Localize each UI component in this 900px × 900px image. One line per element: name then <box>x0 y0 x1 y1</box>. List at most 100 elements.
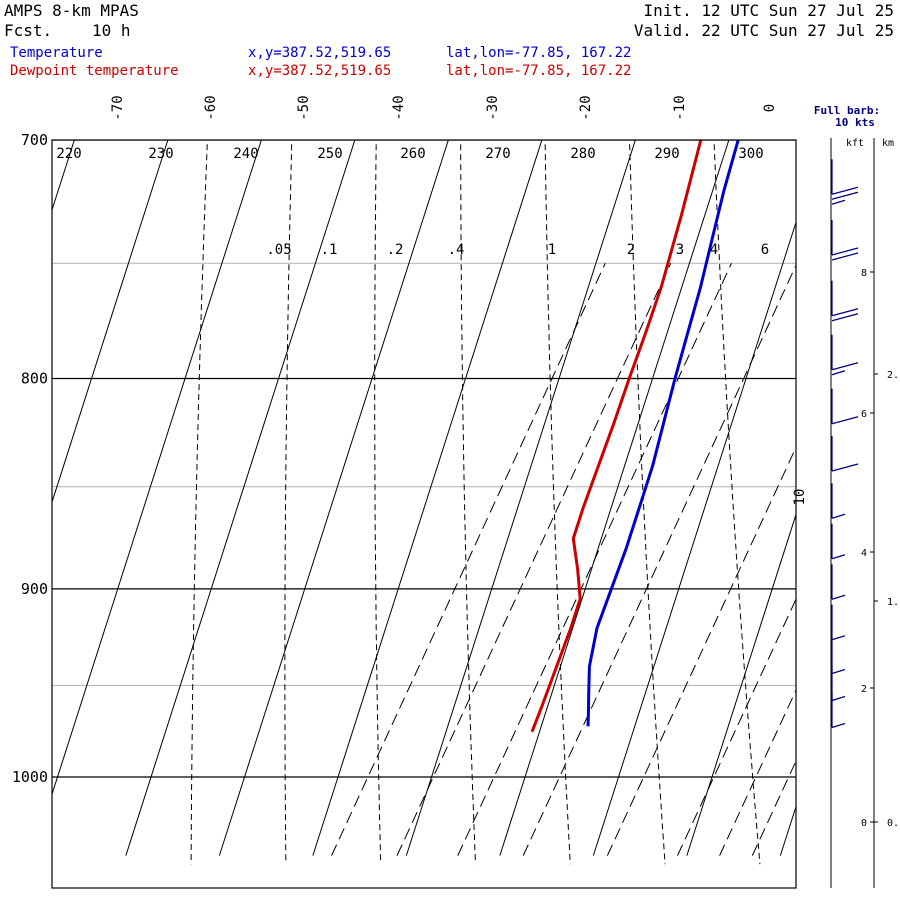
pressure-tick-label: 900 <box>21 580 48 598</box>
wind-barb-flag <box>831 191 859 200</box>
isotherm-label: -50 <box>296 95 312 120</box>
wind-barb-flag <box>831 313 859 322</box>
dry-adiabat-line <box>881 114 900 864</box>
isotherm-label: -60 <box>203 95 219 120</box>
wind-barb <box>831 523 846 560</box>
isotherm-label: -10 <box>672 95 688 120</box>
dry-adiabat-label: 290 <box>654 146 679 162</box>
wind-barb <box>831 564 846 600</box>
isotherm-line <box>405 140 636 856</box>
wind-barb <box>831 692 846 729</box>
isotherm-label: 0 <box>762 104 778 112</box>
dry-adiabat-label: 270 <box>485 146 510 162</box>
mixing-ratio-line <box>804 263 900 855</box>
dry-adiabat-label: 220 <box>56 146 81 162</box>
mixing-ratio-line <box>457 263 732 856</box>
mixing-ratio-line <box>719 689 796 856</box>
plot-frame <box>51 139 797 889</box>
isotherm-line <box>312 140 543 856</box>
dry-adiabat-label: 240 <box>233 146 258 162</box>
dry-adiabat-line <box>374 140 382 865</box>
mixing-ratio-line <box>396 263 672 856</box>
wind-barb-half-flag <box>831 199 846 205</box>
legend-dewpoint-latlon: lat,lon=-77.85, 167.22 <box>446 63 632 79</box>
isotherm-label: 10 <box>792 489 808 506</box>
mixing-ratio-line <box>751 759 796 856</box>
isotherm-line <box>592 220 796 856</box>
wind-barb <box>831 638 846 675</box>
plot-area <box>52 114 900 865</box>
isotherm-line <box>125 140 356 856</box>
isotherm-label: -20 <box>578 95 594 120</box>
isotherm-line <box>52 140 169 504</box>
dewpoint-profile-line <box>530 140 703 733</box>
km-tick-label: 0. <box>887 818 899 829</box>
forecast-label: Fcst. <box>4 21 53 40</box>
wind-barb <box>831 388 859 425</box>
init-time: Init. 12 UTC Sun 27 Jul 25 <box>643 1 894 20</box>
dry-adiabat-label: 250 <box>317 146 342 162</box>
dry-adiabat-label: 280 <box>570 146 595 162</box>
isotherm-label: -40 <box>391 95 407 120</box>
wind-barb-flag <box>831 247 859 256</box>
mixing-ratio-line <box>522 264 796 856</box>
wind-barb <box>831 280 859 322</box>
dry-adiabat-label: 230 <box>148 146 173 162</box>
isotherm-line <box>218 140 449 856</box>
dry-adiabat-label: 260 <box>400 146 425 162</box>
dry-adiabat-line <box>460 140 476 865</box>
pressure-tick-label: 700 <box>21 131 48 149</box>
mixing-ratio-label: .4 <box>448 242 465 258</box>
wind-barb-flag <box>831 416 859 425</box>
full-barb-subtitle: 10 kts <box>835 116 875 129</box>
isotherm-line <box>52 140 75 212</box>
wind-barb-half-flag <box>831 722 846 729</box>
legend-temperature-xy: x,y=387.52,519.65 <box>248 45 392 61</box>
legend-dewpoint-xy: x,y=387.52,519.65 <box>248 63 392 79</box>
forecast-hour: 10 h <box>92 21 131 40</box>
mixing-ratio-label: .1 <box>321 242 338 258</box>
dry-adiabat-line <box>284 140 293 865</box>
mixing-ratio-label: 6 <box>761 242 769 258</box>
dry-adiabat-line <box>544 140 571 865</box>
km-tick-label: 1. <box>887 597 899 608</box>
pressure-tick-label: 1000 <box>12 768 48 786</box>
dry-adiabat-line <box>190 140 208 865</box>
mixing-ratio-line <box>677 597 796 856</box>
legend-temperature-latlon: lat,lon=-77.85, 167.22 <box>446 45 632 61</box>
wind-barb <box>831 436 859 472</box>
isotherm-label: -70 <box>110 95 126 120</box>
legend-dewpoint-name: Dewpoint temperature <box>10 63 179 79</box>
valid-time: Valid. 22 UTC Sun 27 Jul 25 <box>633 21 894 40</box>
kft-tick-label: 8 <box>861 268 867 279</box>
kft-tick-label: 0 <box>861 818 867 829</box>
mixing-ratio-label: 3 <box>676 242 684 258</box>
kft-tick-label: 4 <box>861 548 867 559</box>
full-barb-title: Full barb: <box>814 104 880 117</box>
isotherm-line <box>874 140 900 856</box>
dry-adiabat-line <box>628 140 666 865</box>
isotherm-line <box>499 140 730 856</box>
mixing-ratio-label: 2 <box>627 242 635 258</box>
wind-barb <box>831 334 859 376</box>
wind-barb <box>831 604 846 641</box>
wind-barb-half-flag <box>831 635 846 641</box>
wind-barb <box>831 220 859 261</box>
mixing-ratio-label: 1 <box>548 242 556 258</box>
wind-barb <box>831 159 859 205</box>
wind-barb-flag <box>831 362 859 371</box>
mixing-ratio-line <box>331 263 606 856</box>
kft-unit-label: kft <box>846 138 864 149</box>
wind-barb-flag <box>831 252 859 261</box>
legend-temperature-name: Temperature <box>10 45 103 61</box>
wind-barb-half-flag <box>831 554 846 560</box>
mixing-ratio-line <box>606 446 796 856</box>
km-unit-label: km <box>882 138 894 149</box>
wind-barb-half-flag <box>831 594 846 600</box>
dry-adiabat-label: 300 <box>738 146 763 162</box>
wind-barb-half-flag <box>831 513 846 519</box>
wind-barb-half-flag <box>831 668 846 675</box>
isotherm-line <box>52 140 262 796</box>
mixing-ratio-label: 4 <box>710 242 718 258</box>
